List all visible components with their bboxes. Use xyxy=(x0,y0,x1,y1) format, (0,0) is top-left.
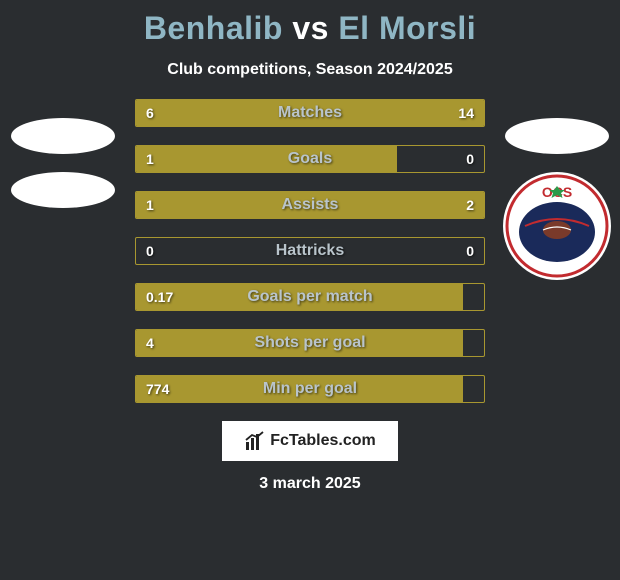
player2-name: El Morsli xyxy=(338,10,476,46)
date-text: 3 march 2025 xyxy=(0,475,620,493)
stat-label: Goals xyxy=(136,146,484,172)
page-title: Benhalib vs El Morsli xyxy=(0,0,620,47)
fctables-text: FcTables.com xyxy=(270,432,376,450)
stat-label: Goals per match xyxy=(136,284,484,310)
stat-label: Assists xyxy=(136,192,484,218)
stat-row: 0.17Goals per match xyxy=(135,283,485,311)
left-team-badges xyxy=(8,118,118,226)
vs-text: vs xyxy=(292,10,329,46)
stat-label: Matches xyxy=(136,100,484,126)
stat-row: 10Goals xyxy=(135,145,485,173)
stat-row: 4Shots per goal xyxy=(135,329,485,357)
stats-container: 614Matches 10Goals 12Assists 00Hattricks 0.1… xyxy=(135,99,485,403)
fctables-logo: FcTables.com xyxy=(222,421,398,461)
stat-row: 614Matches xyxy=(135,99,485,127)
stat-label: Hattricks xyxy=(136,238,484,264)
chart-icon xyxy=(244,430,266,452)
stat-row: 00Hattricks xyxy=(135,237,485,265)
team-badge-placeholder xyxy=(505,118,609,154)
stat-row: 12Assists xyxy=(135,191,485,219)
stat-row: 774Min per goal xyxy=(135,375,485,403)
right-team-badges: OCS xyxy=(502,118,612,280)
subtitle: Club competitions, Season 2024/2025 xyxy=(0,61,620,79)
player1-name: Benhalib xyxy=(144,10,283,46)
stat-label: Shots per goal xyxy=(136,330,484,356)
stat-label: Min per goal xyxy=(136,376,484,402)
ocs-logo-icon: OCS xyxy=(503,172,611,280)
team-badge-placeholder xyxy=(11,118,115,154)
club-logo-ocs: OCS xyxy=(503,172,611,280)
team-badge-placeholder xyxy=(11,172,115,208)
